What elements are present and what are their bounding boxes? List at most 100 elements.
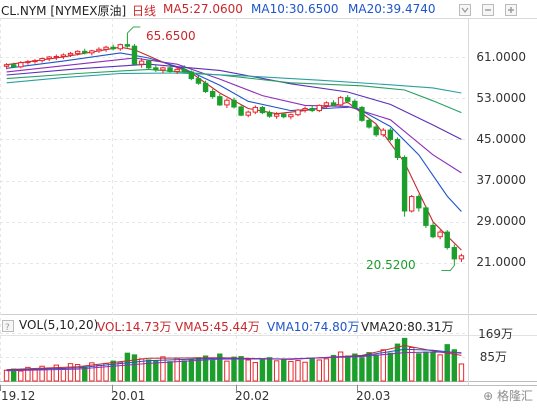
candle-body [302, 108, 308, 111]
vol-readout: VOL:14.73万 [97, 320, 172, 334]
x-tick-label: 20.02 [235, 389, 270, 403]
volume-bar [423, 351, 429, 382]
moving-average-lines [6, 46, 462, 251]
candle-body [231, 99, 237, 108]
candle-body [74, 50, 81, 54]
volume-y-tick-label: 169万 [478, 327, 513, 341]
candle-body [209, 91, 216, 98]
volume-bar [224, 360, 230, 382]
candle-body [437, 231, 443, 238]
candle-body [458, 255, 465, 260]
candle-body [195, 78, 202, 84]
volume-bar [430, 352, 436, 382]
volume-bar [146, 359, 152, 382]
volume-bar [32, 369, 38, 382]
candle-body [373, 126, 379, 136]
volume-bar [195, 357, 202, 382]
volume-bar [188, 358, 195, 382]
volume-bar [281, 359, 287, 382]
vma10-readout: VMA10:74.80万 [267, 320, 360, 334]
candle-body [146, 60, 152, 69]
candle-body [352, 100, 358, 108]
volume-bar [124, 352, 131, 382]
candle-body [117, 44, 123, 50]
volume-bar [74, 364, 81, 382]
y-tick-label: 53.0000 [476, 91, 526, 105]
candle-body [330, 102, 337, 106]
volume-bar [323, 358, 330, 382]
volume-bar [131, 354, 138, 382]
candle-body [266, 112, 273, 117]
zoom-out-icon[interactable] [482, 4, 494, 16]
candle-body [359, 106, 365, 121]
candle-body [138, 60, 145, 65]
candle-body [281, 113, 287, 118]
candle-body [451, 247, 458, 260]
ma20-readout: MA20:39.4740 [348, 2, 436, 16]
volume-bar [3, 369, 10, 382]
volume-bar [295, 360, 301, 382]
volume-bar [309, 357, 315, 382]
y-tick-label: 37.0000 [476, 173, 526, 187]
candle-body [188, 71, 195, 80]
candle-body [96, 48, 102, 52]
candle-body [46, 56, 52, 60]
volume-bar [252, 362, 259, 382]
candle-body [89, 50, 95, 54]
x-tick-label: 20.01 [111, 389, 146, 403]
candle-body [288, 114, 294, 118]
volume-bar [387, 352, 394, 382]
candle-body [202, 82, 209, 93]
candle-body [252, 106, 259, 113]
moving-average-line [6, 46, 462, 251]
candle-body [3, 64, 10, 67]
volume-bar [202, 355, 209, 382]
candle-body [160, 67, 166, 71]
volume-bar [18, 370, 24, 382]
moving-average-line [6, 57, 462, 174]
svg-text:?: ? [5, 323, 10, 331]
volume-bar [359, 357, 365, 382]
candle-body [444, 231, 450, 249]
zoom-in-icon[interactable] [505, 4, 517, 16]
candle-body [345, 97, 351, 102]
volume-bar [231, 356, 237, 382]
candle-body [309, 108, 315, 112]
x-tick-label: 19.12 [1, 389, 36, 403]
price-callouts [127, 26, 455, 271]
candle-body [110, 46, 116, 50]
moving-average-line [6, 52, 462, 212]
volume-bars [3, 337, 465, 382]
candle-body [153, 67, 159, 71]
moving-average-line [6, 63, 462, 140]
volume-bar [138, 358, 145, 382]
volume-bar [259, 358, 266, 382]
volume-settings-icon[interactable]: ? [2, 320, 14, 332]
candle-body [394, 138, 401, 158]
candle-body [337, 97, 344, 106]
period-label[interactable]: 日线 [132, 4, 157, 18]
settings-icon[interactable] [459, 4, 471, 16]
candle-body [238, 106, 244, 116]
candle-body [25, 61, 31, 64]
volume-indicator-label: VOL(5,10,20) [19, 318, 99, 332]
symbol-name: [NYMEX原油] [50, 4, 127, 18]
volume-bar [451, 349, 458, 382]
candle-body [380, 129, 386, 136]
volume-bar [103, 362, 109, 382]
volume-bar [39, 365, 45, 382]
volume-average-line [6, 351, 462, 372]
volume-bar [302, 361, 308, 382]
vma20-readout: VMA20:80.31万 [361, 320, 454, 334]
candle-body [245, 111, 251, 116]
volume-bar [160, 356, 166, 382]
candle-body [18, 62, 24, 68]
volume-bar [352, 353, 358, 382]
y-tick-label: 45.0000 [476, 132, 526, 146]
watermark-text: 格隆汇 [496, 389, 533, 403]
volume-bar [89, 362, 95, 382]
candle-body [224, 99, 230, 106]
vma5-readout: VMA5:45.44万 [175, 320, 260, 334]
volume-bar [266, 357, 273, 382]
